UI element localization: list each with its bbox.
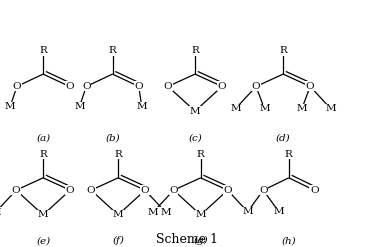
Text: M: M [160,208,171,217]
Text: O: O [141,186,149,195]
Text: R: R [114,150,122,159]
Text: O: O [306,82,314,91]
Text: M: M [274,207,284,216]
Text: O: O [224,186,232,195]
Text: (d): (d) [276,134,290,143]
Text: R: R [285,150,292,159]
Text: (e): (e) [36,236,50,245]
Text: M: M [74,102,85,111]
Text: R: R [197,150,204,159]
Text: O: O [134,82,143,91]
Text: O: O [87,186,95,195]
Text: (h): (h) [281,236,296,245]
Text: M: M [297,104,307,113]
Text: O: O [65,82,74,91]
Text: O: O [252,82,260,91]
Text: R: R [279,46,287,55]
Text: R: R [39,46,47,55]
Text: R: R [39,150,47,159]
Text: M: M [243,208,254,217]
Text: M: M [230,104,241,113]
Text: M: M [38,210,48,219]
Text: (g): (g) [194,236,208,245]
Text: (a): (a) [36,134,50,143]
Text: M: M [195,210,206,219]
Text: M: M [0,208,1,217]
Text: O: O [259,186,268,195]
Text: M: M [113,210,123,219]
Text: M: M [148,208,158,217]
Text: M: M [242,207,253,216]
Text: O: O [13,82,21,91]
Text: O: O [12,186,21,195]
Text: O: O [170,186,178,195]
Text: M: M [259,104,270,113]
Text: M: M [326,104,336,113]
Text: (b): (b) [105,134,120,143]
Text: (c): (c) [188,134,202,143]
Text: O: O [66,186,74,195]
Text: M: M [5,102,15,111]
Text: O: O [164,82,172,91]
Text: (f): (f) [112,236,124,245]
Text: R: R [109,46,116,55]
Text: Scheme 1: Scheme 1 [156,233,219,246]
Text: O: O [217,82,226,91]
Text: R: R [191,46,199,55]
Text: M: M [136,102,147,111]
Text: O: O [310,186,319,195]
Text: O: O [82,82,91,91]
Text: M: M [190,107,200,116]
